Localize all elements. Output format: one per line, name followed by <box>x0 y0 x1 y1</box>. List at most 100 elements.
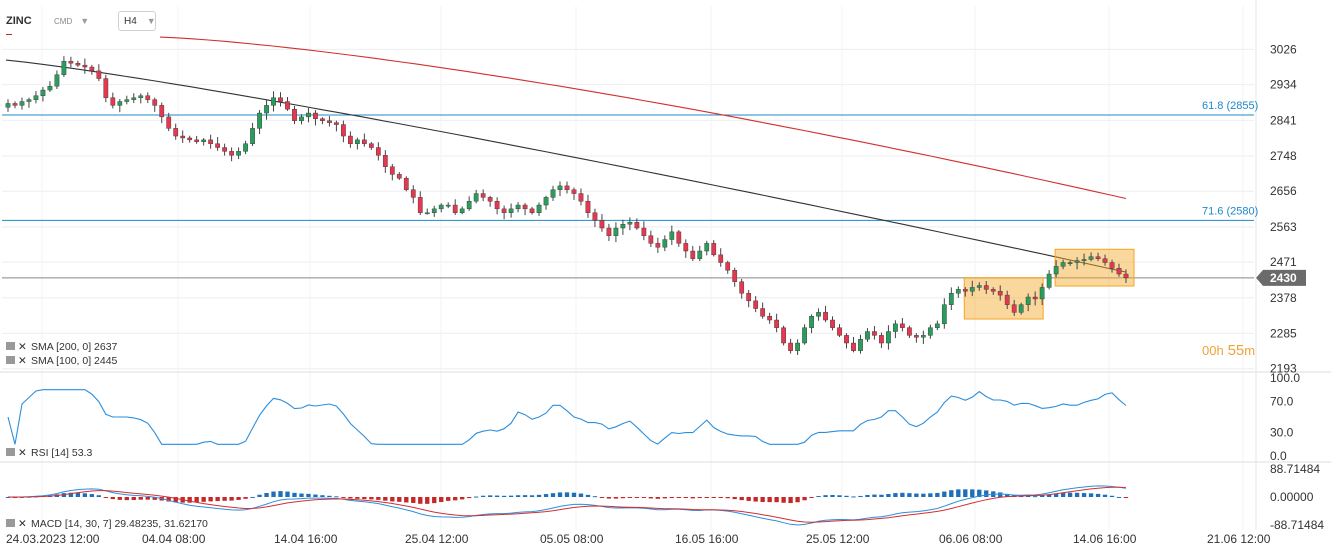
bearish-candle <box>180 135 186 139</box>
bullish-candle <box>1081 259 1087 261</box>
bearish-candle <box>1109 262 1115 269</box>
bearish-candle <box>1004 294 1010 305</box>
bearish-candle <box>592 212 598 221</box>
bullish-candle <box>627 222 633 225</box>
bullish-candle <box>697 250 703 259</box>
macd-histogram-bar <box>613 497 619 499</box>
macd-histogram-bar <box>550 493 556 497</box>
rsi-tick-label: 30.0 <box>1270 426 1294 440</box>
macd-histogram-bar <box>425 497 430 504</box>
macd-histogram-bar <box>68 492 74 497</box>
bearish-candle <box>830 319 835 328</box>
macd-histogram-bar <box>494 495 500 497</box>
bullish-candle <box>893 323 898 332</box>
time-tick-label: 14.04 16:00 <box>274 532 338 546</box>
bearish-candle <box>145 95 151 100</box>
macd-histogram-bar <box>306 493 311 497</box>
bearish-candle <box>823 312 828 321</box>
macd-histogram-bar <box>1109 495 1115 497</box>
macd-histogram-bar <box>236 497 241 500</box>
macd-histogram-bar <box>732 497 737 500</box>
bullish-candle <box>1074 260 1080 263</box>
macd-histogram-bar <box>89 494 95 497</box>
bearish-candle <box>389 166 395 175</box>
asset-class[interactable]: CMD ▼ <box>54 10 89 32</box>
macd-histogram-bar <box>1032 496 1038 498</box>
macd-panel: 88.71484 0.00000 -88.71484 <box>5 462 1324 532</box>
bullish-candle <box>1088 256 1094 260</box>
close-icon: ✕ <box>18 447 27 459</box>
symbol-name[interactable]: ZINC <box>6 15 32 27</box>
macd-histogram-bar <box>1046 494 1052 497</box>
macd-histogram-bar <box>963 489 968 497</box>
bullish-candle <box>124 99 130 102</box>
bullish-candle <box>243 143 248 152</box>
macd-tick-label: 88.71484 <box>1270 462 1320 476</box>
bullish-candle <box>271 97 276 106</box>
bullish-candle <box>515 204 521 210</box>
timeframe-select[interactable]: H4 ▼ <box>118 11 156 31</box>
macd-histogram-bar <box>222 497 227 501</box>
chevron-down-icon: ▼ <box>146 16 156 26</box>
macd-histogram-bar <box>480 495 486 497</box>
macd-histogram-bar <box>536 494 542 497</box>
price-tick-label: 2656 <box>1270 184 1297 198</box>
bearish-candle <box>900 323 905 328</box>
close-icon: ✕ <box>18 341 27 353</box>
bearish-candle <box>879 335 884 344</box>
bearish-candle <box>501 208 507 213</box>
bullish-candle <box>1046 273 1052 288</box>
bullish-candle <box>473 193 479 202</box>
sma200-legend-label: SMA [200, 0] 2637 <box>31 341 118 353</box>
macd-histogram-bar <box>669 497 674 498</box>
macd-histogram-bar <box>404 497 409 503</box>
bearish-candle <box>1032 296 1038 300</box>
macd-histogram-bar <box>921 493 926 497</box>
macd-histogram-bar <box>187 497 192 503</box>
asset-class-label: CMD <box>54 16 73 26</box>
macd-histogram-bar <box>620 497 626 499</box>
macd-tick-label: 0.00000 <box>1270 490 1314 504</box>
countdown-hours: 00h <box>1202 343 1224 358</box>
macd-histogram-bar <box>369 497 374 500</box>
bullish-candle <box>47 86 53 91</box>
bullish-candle <box>955 289 961 294</box>
macd-histogram-bar <box>592 496 598 498</box>
bullish-candle <box>431 208 437 213</box>
bullish-candle <box>40 89 46 96</box>
macd-histogram-bar <box>872 494 877 497</box>
bearish-candle <box>327 120 332 123</box>
macd-histogram-bar <box>397 497 402 502</box>
macd-histogram-bar <box>501 495 507 497</box>
macd-histogram-bar <box>467 497 472 499</box>
price-tick-label: 2378 <box>1270 291 1297 305</box>
bearish-candle <box>746 292 752 302</box>
bearish-candle <box>962 289 968 292</box>
bearish-candle <box>173 128 179 137</box>
macd-histogram-bar <box>348 497 353 499</box>
bearish-candle <box>159 105 165 118</box>
bullish-candle <box>26 99 32 102</box>
bullish-candle <box>858 338 863 351</box>
bullish-candle <box>948 292 954 305</box>
bullish-candle <box>886 331 891 344</box>
macd-histogram-bar <box>865 494 870 497</box>
macd-histogram-bar <box>327 495 332 497</box>
time-tick-label: 04.04 08:00 <box>142 532 206 546</box>
bullish-candle <box>704 243 710 252</box>
bearish-candle <box>606 227 612 236</box>
macd-histogram-bar <box>145 497 150 500</box>
bearish-candle <box>774 319 779 328</box>
macd-histogram-bar <box>774 497 779 503</box>
macd-histogram-bar <box>844 495 849 497</box>
macd-histogram-bar <box>208 497 213 502</box>
fibonacci-levels: 61.8 (2855) 71.6 (2580) <box>2 100 1258 279</box>
macd-histogram-bar <box>390 497 395 502</box>
macd-histogram-bar <box>264 492 269 497</box>
countdown-minutes: 55 <box>1227 342 1245 359</box>
macd-histogram-bar <box>362 497 367 500</box>
macd-histogram-bar <box>355 497 360 499</box>
macd-histogram-bar <box>529 495 535 497</box>
time-tick-label: 05.05 08:00 <box>540 532 604 546</box>
